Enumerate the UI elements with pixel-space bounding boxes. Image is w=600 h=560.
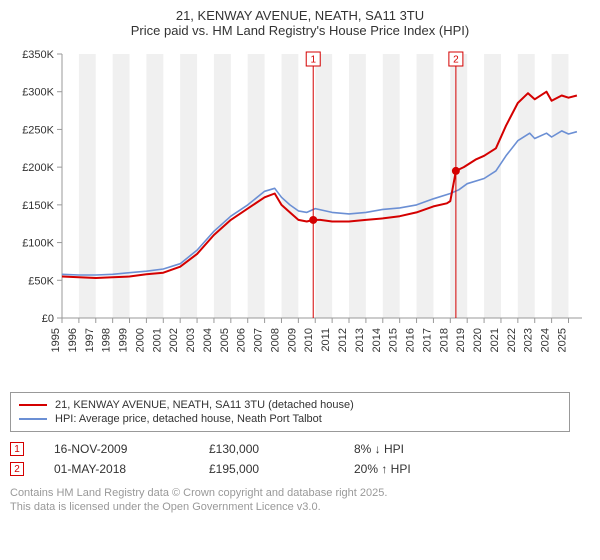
sale-date: 01-MAY-2018 [54, 462, 209, 476]
svg-text:2001: 2001 [151, 328, 163, 352]
legend-label: HPI: Average price, detached house, Neat… [55, 413, 322, 425]
page-subtitle: Price paid vs. HM Land Registry's House … [10, 23, 590, 38]
svg-text:1997: 1997 [84, 328, 96, 352]
svg-text:2025: 2025 [556, 328, 568, 352]
svg-text:2020: 2020 [472, 328, 484, 352]
svg-text:2022: 2022 [506, 328, 518, 352]
svg-text:2012: 2012 [337, 328, 349, 352]
sale-marker-icon: 1 [10, 442, 24, 456]
svg-text:2014: 2014 [371, 328, 383, 352]
svg-text:2006: 2006 [236, 328, 248, 352]
svg-text:£100K: £100K [22, 238, 54, 250]
svg-text:2010: 2010 [303, 328, 315, 352]
svg-text:2018: 2018 [438, 328, 450, 352]
svg-text:2007: 2007 [253, 328, 265, 352]
svg-text:1999: 1999 [118, 328, 130, 352]
legend-item-price-paid: 21, KENWAY AVENUE, NEATH, SA11 3TU (deta… [19, 399, 561, 411]
svg-text:2009: 2009 [286, 328, 298, 352]
svg-text:2000: 2000 [134, 328, 146, 352]
svg-text:2016: 2016 [405, 328, 417, 352]
svg-text:1995: 1995 [50, 328, 62, 352]
svg-text:2023: 2023 [523, 328, 535, 352]
svg-text:£200K: £200K [22, 162, 54, 174]
svg-text:1998: 1998 [101, 328, 113, 352]
svg-text:2: 2 [453, 55, 459, 66]
svg-text:2015: 2015 [388, 328, 400, 352]
svg-text:£250K: £250K [22, 124, 54, 136]
sale-diff: 8% ↓ HPI [354, 442, 404, 456]
svg-text:2021: 2021 [489, 328, 501, 352]
svg-text:2019: 2019 [455, 328, 467, 352]
sale-row: 2 01-MAY-2018 £195,000 20% ↑ HPI [10, 462, 570, 476]
sale-row: 1 16-NOV-2009 £130,000 8% ↓ HPI [10, 442, 570, 456]
svg-text:2013: 2013 [354, 328, 366, 352]
sale-marker-icon: 2 [10, 462, 24, 476]
legend-label: 21, KENWAY AVENUE, NEATH, SA11 3TU (deta… [55, 399, 354, 411]
svg-text:£350K: £350K [22, 49, 54, 61]
legend-swatch [19, 418, 47, 420]
legend: 21, KENWAY AVENUE, NEATH, SA11 3TU (deta… [10, 392, 570, 432]
svg-text:£150K: £150K [22, 200, 54, 212]
sales-table: 1 16-NOV-2009 £130,000 8% ↓ HPI 2 01-MAY… [10, 442, 570, 476]
page-title: 21, KENWAY AVENUE, NEATH, SA11 3TU [10, 8, 590, 23]
sale-price: £195,000 [209, 462, 354, 476]
svg-text:2005: 2005 [219, 328, 231, 352]
svg-text:2003: 2003 [185, 328, 197, 352]
sale-diff: 20% ↑ HPI [354, 462, 411, 476]
footnote: Contains HM Land Registry data © Crown c… [10, 486, 590, 515]
sale-date: 16-NOV-2009 [54, 442, 209, 456]
svg-text:2002: 2002 [168, 328, 180, 352]
svg-text:£300K: £300K [22, 87, 54, 99]
svg-text:2008: 2008 [269, 328, 281, 352]
sale-price: £130,000 [209, 442, 354, 456]
svg-text:2024: 2024 [540, 328, 552, 352]
legend-swatch [19, 404, 47, 406]
svg-text:1996: 1996 [67, 328, 79, 352]
svg-text:£0: £0 [42, 313, 54, 325]
svg-text:2004: 2004 [202, 328, 214, 352]
price-chart: £0 £50K £100K £150K £200K £250K £300K £350K 1995… [10, 46, 590, 386]
svg-text:2017: 2017 [421, 328, 433, 352]
svg-text:2011: 2011 [320, 328, 332, 352]
svg-text:£50K: £50K [28, 275, 54, 287]
legend-item-hpi: HPI: Average price, detached house, Neat… [19, 413, 561, 425]
svg-text:1: 1 [310, 55, 316, 66]
